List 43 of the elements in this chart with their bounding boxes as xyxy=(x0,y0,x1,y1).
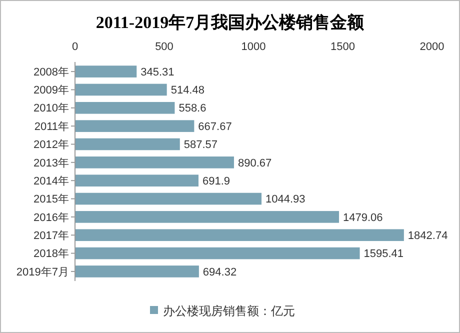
bar xyxy=(75,211,340,223)
y-tick-label: 2013年 xyxy=(34,157,69,170)
x-tick-label: 1000 xyxy=(241,41,266,53)
y-tick-label: 2019年7月 xyxy=(16,266,69,278)
x-tick-label: 1500 xyxy=(330,41,355,53)
bar xyxy=(75,138,180,150)
x-tick-label: 0 xyxy=(72,41,78,53)
legend-label: 办公楼现房销售额：亿元 xyxy=(163,304,295,318)
y-tick-label: 2018年 xyxy=(34,248,69,260)
bar xyxy=(75,84,167,96)
data-label: 345.31 xyxy=(140,66,174,78)
data-label: 1842.74 xyxy=(408,230,448,242)
data-label: 1595.41 xyxy=(364,248,404,260)
data-label: 514.48 xyxy=(170,84,204,97)
bar xyxy=(75,156,234,168)
chart-title: 2011-2019年7月我国办公楼销售金额 xyxy=(96,13,366,32)
bar xyxy=(75,192,262,205)
bar xyxy=(75,266,199,278)
data-label: 558.6 xyxy=(178,102,206,115)
data-label: 890.67 xyxy=(238,157,272,170)
data-label: 587.57 xyxy=(184,139,218,152)
data-label: 694.32 xyxy=(202,266,237,278)
bar xyxy=(75,120,194,132)
y-tick-label: 2014年 xyxy=(34,175,69,188)
y-tick-label: 2011年 xyxy=(34,120,69,133)
bar xyxy=(75,66,137,78)
data-label: 1479.06 xyxy=(343,212,383,224)
data-label: 691.9 xyxy=(202,175,230,188)
x-tick-label: 500 xyxy=(155,41,174,53)
data-label: 1044.93 xyxy=(266,194,306,206)
y-tick-label: 2009年 xyxy=(34,84,69,97)
data-label: 667.67 xyxy=(198,120,232,133)
bar xyxy=(75,174,199,186)
x-tick-label: 2000 xyxy=(420,41,444,53)
y-tick-label: 2012年 xyxy=(34,139,69,152)
y-tick-label: 2015年 xyxy=(34,194,69,206)
bar xyxy=(75,229,404,242)
bar xyxy=(75,247,360,260)
y-tick-label: 2010年 xyxy=(34,102,69,115)
y-tick-label: 2017年 xyxy=(34,230,69,242)
y-tick-label: 2008年 xyxy=(34,66,69,78)
bar xyxy=(75,102,175,114)
y-tick-label: 2016年 xyxy=(34,212,69,224)
